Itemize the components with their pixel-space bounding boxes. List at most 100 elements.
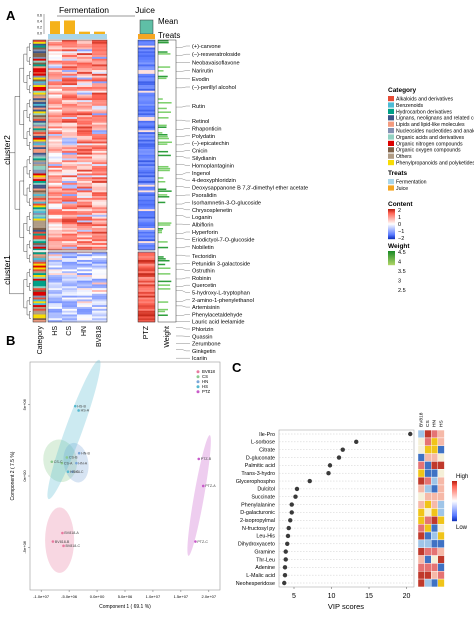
plot-c-heat-cell <box>425 485 432 493</box>
category-cell <box>33 49 46 51</box>
plot-c-feature-label: Thr-Leu <box>256 557 275 563</box>
plot-c-dot <box>283 565 287 569</box>
heatmap-cell <box>138 100 155 102</box>
row-label: Polydatin <box>192 134 215 140</box>
row-label-leader <box>176 269 190 270</box>
category-cell <box>33 296 46 298</box>
row-label: Homoplantaginin <box>192 163 234 169</box>
category-cell <box>33 292 46 294</box>
heatmap-cell <box>77 190 92 192</box>
mean-axis-tick: 0.6 <box>37 14 42 18</box>
heatmap-cell <box>77 98 92 100</box>
plot-b-xtick-label: -1.0e+07 <box>33 594 50 599</box>
plot-b-ylabel: Component 2 ( 7.5 %) <box>10 451 16 500</box>
plot-c-heat-cell <box>438 438 445 446</box>
heatmap-cell <box>138 79 155 81</box>
weight-bar <box>158 102 172 104</box>
heatmap-cell <box>48 266 62 268</box>
legend-category-label: Organic acids and derivatives <box>396 135 464 141</box>
category-cell <box>33 81 46 83</box>
heatmap-cell <box>138 70 155 72</box>
category-cell <box>33 245 46 247</box>
heatmap-cell <box>92 247 107 249</box>
heatmap-cell <box>77 314 92 316</box>
weight-bar <box>158 155 171 157</box>
dendrogram-branch <box>29 142 31 149</box>
legend-category-label: Lignans, neolignans and related compound… <box>396 116 474 122</box>
heatmap-cell <box>92 303 107 305</box>
category-cell <box>33 192 46 194</box>
dendrogram-branch <box>24 280 27 308</box>
legend-category-swatch <box>388 160 394 165</box>
heatmap-cell <box>62 313 77 315</box>
heatmap-cell <box>92 269 107 271</box>
legend-category-label: Benzenoids <box>396 103 424 109</box>
legend-category-swatch <box>388 128 394 133</box>
mean-axis-tick: 0.2 <box>37 26 42 30</box>
dendrogram-branch <box>29 58 31 65</box>
treats-annotation-row <box>48 34 155 39</box>
heatmap-cell <box>138 115 155 117</box>
heatmap-cell <box>138 271 155 273</box>
heatmap-cell <box>138 226 155 228</box>
heatmap-cell <box>62 279 77 281</box>
category-cell <box>33 134 46 136</box>
category-cell <box>33 126 46 128</box>
heatmap-cell <box>138 125 155 127</box>
heatmap-cell <box>92 205 107 207</box>
mean-bar <box>64 20 75 34</box>
heatmap-cell <box>62 134 77 136</box>
heatmap-cell <box>138 211 155 213</box>
heatmap-cell <box>48 189 62 191</box>
heatmap-cell <box>62 262 77 264</box>
plot-c-dot <box>295 487 299 491</box>
heatmap-cell <box>138 168 155 170</box>
heatmap-cell <box>92 74 107 76</box>
category-cell <box>33 145 46 147</box>
heatmap-cell <box>138 172 155 174</box>
heatmap-cell <box>92 177 107 179</box>
heatmap-cell <box>48 236 62 238</box>
heatmap-cell <box>92 299 107 301</box>
heatmap-cell <box>62 177 77 179</box>
heatmap-cell <box>92 89 107 91</box>
plot-c-heat-cell <box>418 571 425 579</box>
plot-c-heat-cell <box>425 509 432 517</box>
heatmap-cell <box>62 269 77 271</box>
heatmap-cell <box>92 93 107 95</box>
legend-category-label: Others <box>396 154 412 160</box>
heatmap-cell <box>48 126 62 128</box>
category-cell <box>33 194 46 196</box>
heatmap-cell <box>138 72 155 74</box>
heatmap-cell <box>62 126 77 128</box>
plot-c-heat-cell <box>438 461 445 469</box>
heatmap-cell <box>92 44 107 46</box>
row-label: Quassin <box>192 334 213 340</box>
heatmap-cell <box>92 172 107 174</box>
heatmap-cell <box>92 76 107 78</box>
heatmap-cell <box>62 207 77 209</box>
category-cell <box>33 256 46 258</box>
heatmap-cell <box>62 117 77 119</box>
heatmap-cell <box>62 164 77 166</box>
heatmap-cell <box>77 198 92 200</box>
category-cell <box>33 213 46 215</box>
heatmap-cell <box>77 134 92 136</box>
heatmap-cell <box>138 296 155 298</box>
category-cell <box>33 125 46 127</box>
heatmap-cell <box>92 273 107 275</box>
heatmap-cell <box>77 309 92 311</box>
plot-b-xtick-label: 1.5e+07 <box>174 594 189 599</box>
heatmap-cell <box>77 157 92 159</box>
heatmap-cell <box>62 123 77 125</box>
legend-category-label: Nucleosides nucleotides and analogues <box>396 129 474 135</box>
legend-category-label: Organic oxygen compounds <box>396 148 461 154</box>
heatmap-cell <box>138 117 155 119</box>
legend-category-swatch <box>388 141 394 146</box>
plot-c-feature-label: Palmitic acid <box>245 463 275 469</box>
mean-bar <box>79 32 90 34</box>
heatmap-cell <box>92 236 107 238</box>
plot-c-xtick-label: 15 <box>365 593 373 600</box>
heatmap-cell <box>62 271 77 273</box>
heatmap-cell <box>62 183 77 185</box>
